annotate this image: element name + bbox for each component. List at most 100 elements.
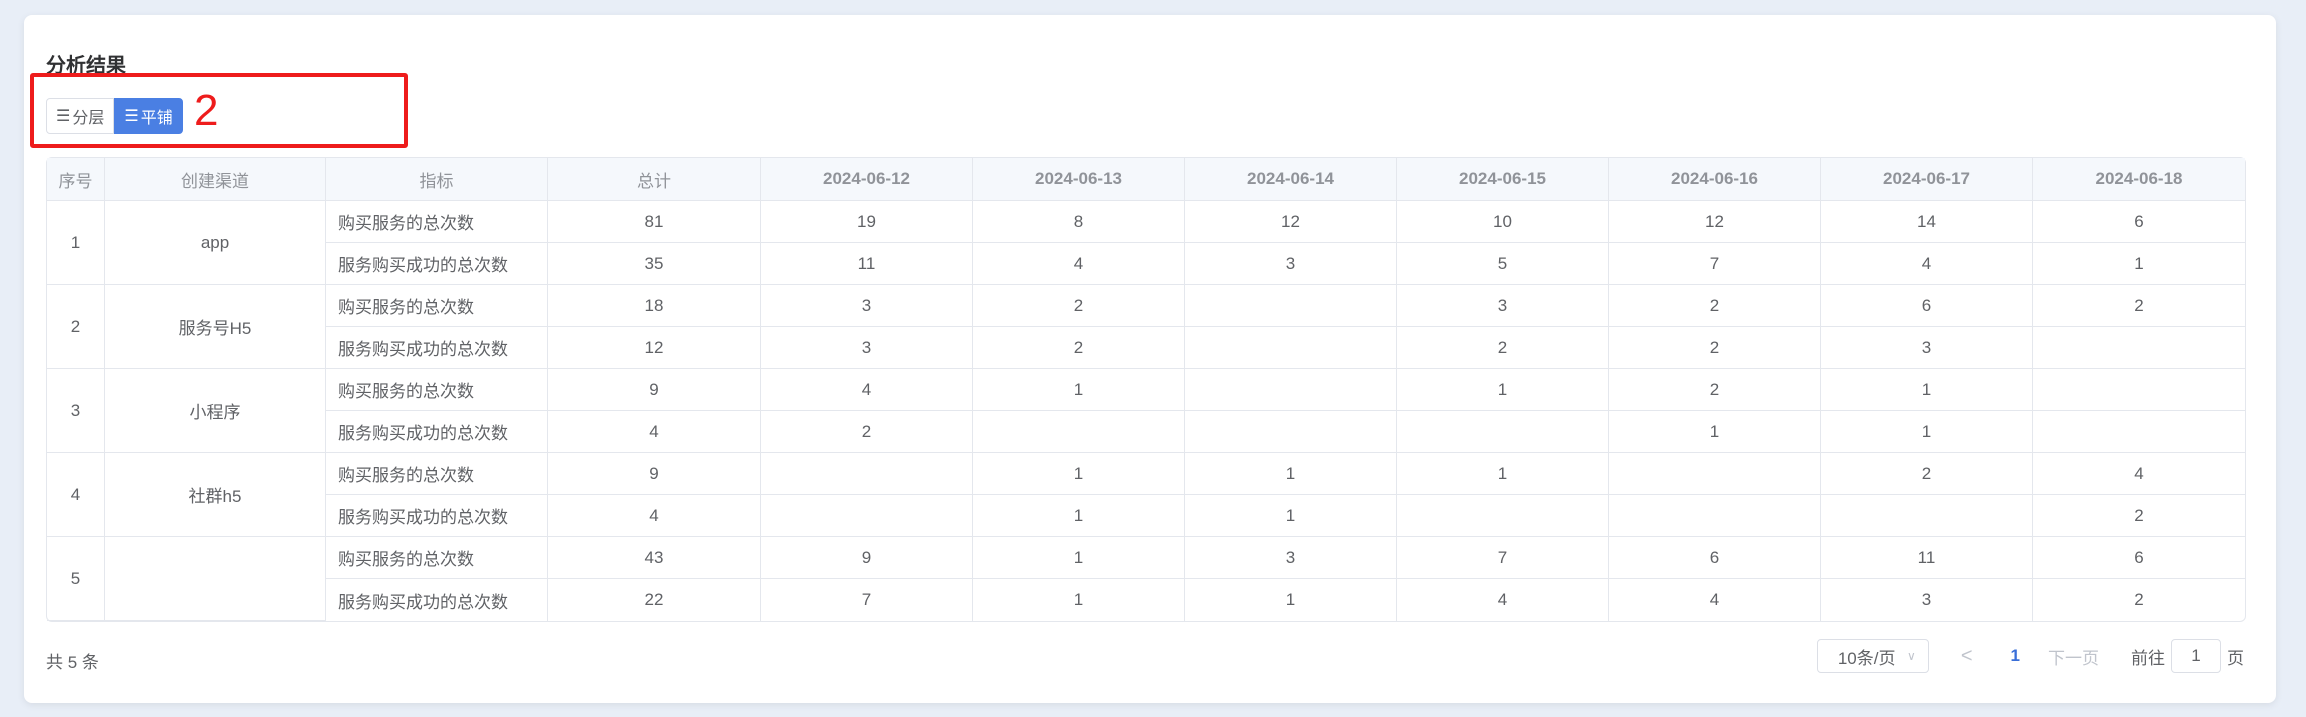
layered-label: 分层 xyxy=(72,110,105,127)
table-row: 服务购买成功的总次数 4 2 1 1 xyxy=(47,411,2245,453)
page-size-value: 10条/页 xyxy=(1837,648,1896,668)
table-row: 服务购买成功的总次数 22 7 1 1 4 4 3 2 xyxy=(47,579,2245,621)
table-row: 3 小程序 购买服务的总次数 9 4 1 1 2 1 xyxy=(47,369,2245,453)
table-row: 2 服务号H5 购买服务的总次数 18 3 2 3 2 6 2 xyxy=(47,285,2245,369)
row-index: 2 xyxy=(47,285,105,369)
channel-cell: 服务号H5 xyxy=(105,285,326,369)
column-header: 创建渠道 xyxy=(105,158,326,201)
metric-cell: 购买服务的总次数 xyxy=(326,537,548,579)
value-cell xyxy=(1185,369,1397,411)
value-cell xyxy=(761,453,973,495)
value-cell: 7 xyxy=(1397,537,1609,579)
value-cell: 18 xyxy=(548,285,761,327)
value-cell: 1 xyxy=(1397,369,1609,411)
value-cell: 3 xyxy=(761,285,973,327)
metric-cell: 服务购买成功的总次数 xyxy=(326,579,548,621)
annotation-label: 2 xyxy=(194,86,219,135)
value-cell: 3 xyxy=(761,327,973,369)
value-cell: 3 xyxy=(1821,579,2033,621)
row-index: 1 xyxy=(47,201,105,285)
value-cell: 6 xyxy=(2033,201,2245,243)
value-cell: 4 xyxy=(973,243,1185,285)
value-cell: 6 xyxy=(1821,285,2033,327)
value-cell: 3 xyxy=(1185,243,1397,285)
value-cell: 4 xyxy=(2033,453,2245,495)
flat-view-button[interactable]: ☰ 平铺 xyxy=(114,98,183,134)
value-cell: 1 xyxy=(973,579,1185,621)
value-cell: 2 xyxy=(973,327,1185,369)
value-cell: 1 xyxy=(973,369,1185,411)
channel-cell xyxy=(105,537,326,621)
value-cell: 2 xyxy=(2033,285,2245,327)
value-cell: 22 xyxy=(548,579,761,621)
value-cell: 2 xyxy=(1397,327,1609,369)
flat-label: 平铺 xyxy=(140,110,173,127)
value-cell xyxy=(2033,411,2245,453)
metric-cell: 购买服务的总次数 xyxy=(326,285,548,327)
value-cell: 9 xyxy=(548,453,761,495)
value-cell: 1 xyxy=(1821,411,2033,453)
value-cell: 7 xyxy=(761,579,973,621)
value-cell xyxy=(1821,495,2033,537)
value-cell xyxy=(2033,327,2245,369)
table-row: 1 app 购买服务的总次数 81 19 8 12 10 12 14 6 xyxy=(47,201,2245,285)
value-cell: 2 xyxy=(1821,453,2033,495)
value-cell: 2 xyxy=(2134,590,2144,609)
column-header: 总计 xyxy=(548,158,761,201)
metric-cell: 服务购买成功的总次数 xyxy=(326,243,548,285)
value-cell: 12 xyxy=(1185,201,1397,243)
page-size-select[interactable]: 10条/页 ∨ xyxy=(1816,639,1929,673)
column-header: 2024-06-12 xyxy=(761,158,973,201)
value-cell: 1 xyxy=(1185,453,1397,495)
column-header: 指标 xyxy=(326,158,548,201)
value-cell: 35 xyxy=(548,243,761,285)
metric-cell: 服务购买成功的总次数 xyxy=(326,411,548,453)
pagination: 10条/页 ∨ < 1 下一页 前往 页 xyxy=(1816,639,2244,673)
value-cell: 2 xyxy=(1609,327,1821,369)
page-1[interactable]: 1 xyxy=(2010,646,2020,665)
page-unit-label: 页 xyxy=(2227,648,2244,668)
metric-cell: 服务购买成功的总次数 xyxy=(326,327,548,369)
column-header: 2024-06-14 xyxy=(1185,158,1397,201)
view-toggle: ☰ 分层 ☰ 平铺 xyxy=(46,98,183,134)
list-icon: ☰ xyxy=(124,108,139,125)
value-cell: 11 xyxy=(1821,537,2033,579)
value-cell: 1 xyxy=(1185,495,1397,537)
value-cell: 4 xyxy=(548,411,761,453)
value-cell: 9 xyxy=(761,537,973,579)
value-cell: 5 xyxy=(1397,243,1609,285)
value-cell xyxy=(1185,411,1397,453)
value-cell: 1 xyxy=(1185,579,1397,621)
value-cell: 2 xyxy=(2033,495,2245,537)
value-cell: 1 xyxy=(2033,243,2245,285)
layered-view-button[interactable]: ☰ 分层 xyxy=(46,98,115,134)
value-cell: 4 xyxy=(548,495,761,537)
metric-cell: 购买服务的总次数 xyxy=(326,453,548,495)
table-row: 5 购买服务的总次数 43 9 1 3 7 6 11 6 xyxy=(47,537,2245,621)
channel-cell: app xyxy=(105,201,326,285)
value-cell xyxy=(973,411,1185,453)
metric-cell: 服务购买成功的总次数 xyxy=(326,495,548,537)
row-index: 3 xyxy=(47,369,105,453)
column-header: 2024-06-17 xyxy=(1821,158,2033,201)
goto-page-input[interactable] xyxy=(2171,639,2221,673)
column-header: 2024-06-18 xyxy=(2033,158,2245,201)
value-cell xyxy=(1185,327,1397,369)
table-row: 服务购买成功的总次数 4 1 1 2 xyxy=(47,495,2245,537)
column-header: 2024-06-16 xyxy=(1609,158,1821,201)
value-cell: 10 xyxy=(1397,201,1609,243)
value-cell xyxy=(2033,369,2245,411)
value-cell: 12 xyxy=(1609,201,1821,243)
value-cell: 81 xyxy=(548,201,761,243)
column-header: 2024-06-13 xyxy=(973,158,1185,201)
goto-label: 前往 xyxy=(2131,648,2165,668)
value-cell: 6 xyxy=(2033,537,2245,579)
value-cell: 9 xyxy=(548,369,761,411)
value-cell: 1 xyxy=(973,453,1185,495)
next-page-button[interactable]: 下一页 xyxy=(2048,648,2099,668)
value-cell: 3 xyxy=(1397,285,1609,327)
prev-page-button[interactable]: < xyxy=(1960,644,1973,667)
column-header: 2024-06-15 xyxy=(1397,158,1609,201)
column-header: 序号 xyxy=(47,158,105,201)
value-cell: 11 xyxy=(761,243,973,285)
